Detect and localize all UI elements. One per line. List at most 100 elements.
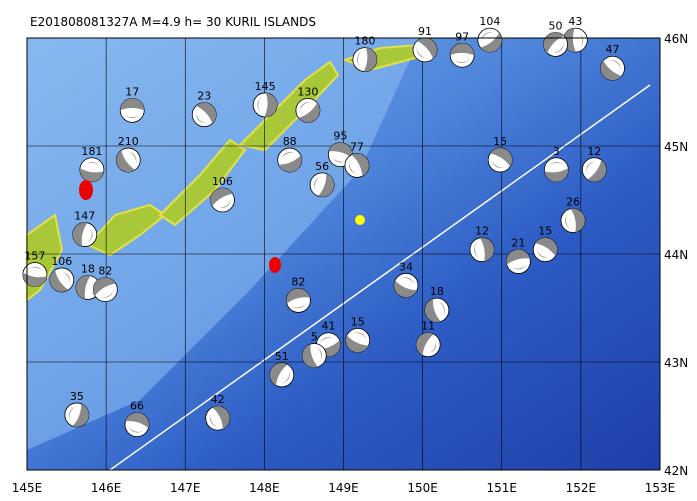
beachball bbox=[477, 27, 503, 53]
ball-compression bbox=[450, 43, 475, 64]
depth-label: 66 bbox=[130, 400, 144, 413]
lat-label: 43N bbox=[664, 356, 688, 370]
beachball bbox=[269, 362, 295, 388]
beachball bbox=[393, 272, 419, 298]
ball-compression bbox=[416, 37, 437, 59]
ball-compression bbox=[490, 148, 513, 169]
depth-label: 104 bbox=[479, 15, 500, 28]
beachball bbox=[285, 288, 311, 313]
lon-label: 153E bbox=[645, 481, 676, 495]
depth-label: 157 bbox=[24, 250, 45, 263]
ball-compression bbox=[506, 249, 530, 270]
lat-label: 45N bbox=[664, 140, 688, 154]
ball-compression bbox=[49, 269, 70, 292]
ball-compression bbox=[480, 31, 502, 53]
ball-compression bbox=[600, 60, 622, 81]
beachball bbox=[119, 97, 145, 123]
beachball bbox=[505, 249, 531, 274]
depth-label: 26 bbox=[566, 196, 580, 209]
depth-label: 147 bbox=[74, 210, 95, 223]
beachball bbox=[532, 237, 558, 263]
lon-label: 149E bbox=[328, 481, 359, 495]
beachball bbox=[581, 157, 607, 183]
depth-label: 82 bbox=[98, 265, 112, 278]
event-marker bbox=[355, 215, 365, 225]
depth-label: 15 bbox=[493, 135, 507, 148]
land bbox=[158, 138, 247, 227]
depth-label: 18 bbox=[430, 285, 444, 298]
depth-label: 35 bbox=[70, 390, 84, 403]
beachball bbox=[424, 297, 450, 323]
depth-label: 51 bbox=[275, 350, 289, 363]
ball-compression bbox=[349, 153, 369, 177]
beachball bbox=[64, 402, 90, 428]
depth-label: 180 bbox=[354, 35, 375, 48]
beachball bbox=[115, 147, 141, 173]
beachball bbox=[124, 412, 150, 438]
depth-label: 88 bbox=[283, 135, 297, 148]
beachball bbox=[92, 277, 118, 303]
depth-label: 34 bbox=[399, 260, 413, 273]
beachball bbox=[344, 153, 370, 178]
depth-label: 42 bbox=[211, 393, 225, 406]
lat-label: 46N bbox=[664, 32, 688, 46]
beachball bbox=[22, 262, 48, 287]
ball-compression bbox=[424, 298, 445, 323]
ball-compression bbox=[345, 332, 369, 353]
depth-label: 106 bbox=[51, 255, 72, 268]
ball-compression bbox=[269, 362, 290, 386]
beachball bbox=[252, 92, 278, 118]
lon-label: 148E bbox=[249, 481, 280, 495]
depth-label: 18 bbox=[81, 262, 95, 275]
depth-label: 21 bbox=[511, 237, 525, 250]
ball-compression bbox=[302, 344, 323, 368]
beachball bbox=[79, 157, 105, 183]
shelf bbox=[27, 38, 420, 450]
depth-label: 97 bbox=[455, 30, 469, 43]
ball-compression bbox=[328, 142, 353, 163]
depth-label: 95 bbox=[333, 130, 347, 143]
beachball bbox=[415, 332, 441, 358]
lon-label: 152E bbox=[566, 481, 597, 495]
beachball bbox=[345, 327, 371, 353]
depth-label: 145 bbox=[255, 80, 276, 93]
depth-label: 210 bbox=[118, 135, 139, 148]
ball-compression bbox=[586, 160, 607, 182]
ball-compression bbox=[120, 98, 145, 119]
depth-label: 17 bbox=[125, 85, 139, 98]
depth-label: 41 bbox=[321, 320, 335, 333]
ball-compression bbox=[116, 150, 137, 173]
ball-compression bbox=[69, 403, 89, 427]
ball-compression bbox=[286, 288, 311, 309]
lon-label: 146E bbox=[91, 481, 122, 495]
beachball bbox=[205, 405, 231, 431]
depth-label: 181 bbox=[81, 145, 102, 158]
lat-label: 44N bbox=[664, 248, 688, 262]
ball-compression bbox=[416, 332, 437, 356]
ball-compression bbox=[75, 275, 96, 300]
ball-compression bbox=[357, 47, 377, 72]
beachball bbox=[469, 237, 495, 263]
beachball bbox=[449, 42, 475, 68]
beachball bbox=[301, 343, 327, 368]
beachball bbox=[72, 222, 98, 247]
ball-compression bbox=[278, 152, 302, 173]
beachball bbox=[295, 97, 321, 123]
epicenter bbox=[79, 180, 93, 200]
depth-label: 12 bbox=[587, 145, 601, 158]
ball-compression bbox=[565, 208, 585, 233]
beachball bbox=[277, 147, 303, 173]
ball-compression bbox=[79, 162, 104, 182]
ball-compression bbox=[563, 28, 584, 53]
lon-label: 145E bbox=[12, 481, 43, 495]
beachball bbox=[210, 187, 235, 213]
depth-label: 130 bbox=[297, 85, 318, 98]
ball-compression bbox=[257, 92, 278, 117]
beachball bbox=[412, 37, 438, 63]
beachball bbox=[49, 267, 75, 293]
ball-compression bbox=[394, 277, 417, 298]
frame bbox=[26, 37, 661, 471]
beachball bbox=[352, 47, 378, 72]
epicenter bbox=[269, 257, 281, 273]
